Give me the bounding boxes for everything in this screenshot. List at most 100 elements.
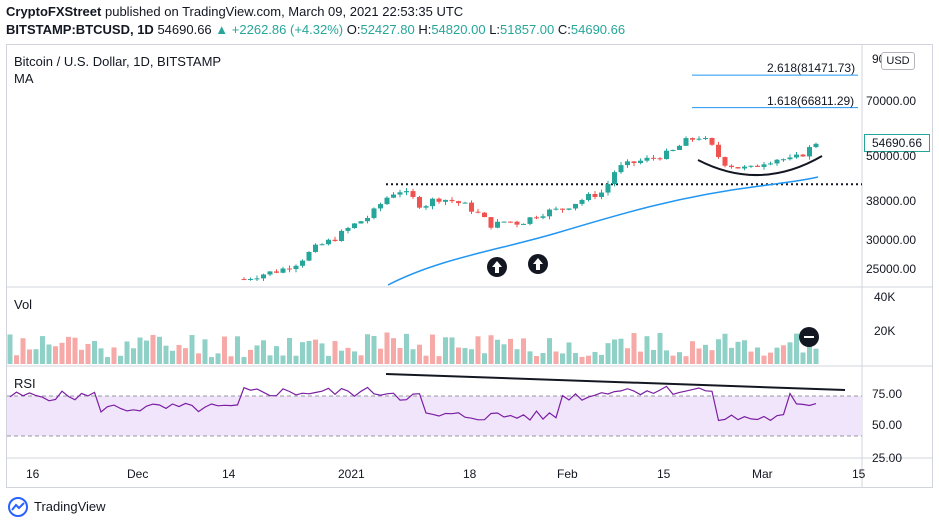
candle-body bbox=[618, 165, 624, 173]
volume-bar bbox=[319, 343, 325, 364]
candle-body bbox=[748, 165, 754, 167]
candle-body bbox=[501, 221, 507, 223]
volume-bar bbox=[306, 341, 312, 364]
candle-body bbox=[781, 159, 786, 161]
volume-bar bbox=[215, 353, 221, 364]
time-axis-label: 18 bbox=[463, 467, 477, 481]
candle-body bbox=[573, 203, 578, 209]
candle-body bbox=[326, 239, 331, 245]
candle-body bbox=[371, 208, 377, 218]
candle-body bbox=[761, 164, 767, 167]
rsi-pane-title[interactable]: RSI bbox=[14, 376, 36, 391]
candle-body bbox=[774, 159, 780, 164]
candle-body bbox=[605, 184, 611, 193]
volume-bar bbox=[248, 349, 253, 364]
volume-bar bbox=[716, 339, 721, 364]
rsi-line bbox=[9, 373, 846, 422]
volume-bar bbox=[274, 346, 279, 364]
volume-bar bbox=[7, 334, 13, 364]
volume-bar bbox=[677, 352, 682, 364]
candle-body bbox=[592, 193, 598, 197]
volume-bar bbox=[748, 351, 754, 364]
volume-pane-title[interactable]: Vol bbox=[14, 297, 33, 312]
minus-circle-icon[interactable] bbox=[799, 327, 819, 347]
up-arrow-icon: ▲ bbox=[215, 22, 229, 37]
rsi-divergence-line bbox=[385, 373, 846, 391]
price-axis-label: 38000.00 bbox=[866, 194, 917, 208]
volume-bar bbox=[46, 344, 52, 364]
volume-bar bbox=[118, 355, 123, 364]
volume-bar bbox=[768, 352, 773, 364]
tradingview-logo-icon bbox=[8, 497, 28, 517]
volume-bar bbox=[560, 353, 565, 364]
candle-body bbox=[488, 217, 494, 228]
publisher-name[interactable]: CryptoFXStreet bbox=[6, 4, 102, 19]
candle-body bbox=[495, 221, 500, 228]
chart-frame[interactable] bbox=[6, 44, 933, 488]
volume-bar bbox=[761, 355, 767, 364]
volume-bar bbox=[781, 345, 786, 364]
candle-body bbox=[742, 166, 747, 169]
publish-text: published on TradingView.com, March 09, … bbox=[104, 4, 464, 19]
volume-bar bbox=[807, 338, 812, 364]
volume-bar bbox=[72, 337, 78, 364]
volume-bar bbox=[235, 336, 240, 364]
volume-bar bbox=[378, 348, 383, 364]
volume-bar bbox=[495, 339, 500, 364]
volume-bar bbox=[618, 338, 624, 364]
volume-bar bbox=[124, 341, 130, 364]
volume-bar bbox=[514, 349, 520, 364]
candle-body bbox=[560, 208, 565, 210]
volume-bar bbox=[703, 344, 708, 364]
candle-body bbox=[508, 221, 513, 223]
volume-bar bbox=[280, 355, 286, 364]
candle-body bbox=[534, 217, 539, 219]
candle-body bbox=[254, 278, 260, 280]
candle-body bbox=[586, 193, 591, 201]
candle-body bbox=[664, 150, 669, 160]
candle-body bbox=[651, 157, 656, 159]
fibonacci-levels bbox=[692, 74, 858, 109]
candle-body bbox=[293, 265, 299, 270]
volume-bar bbox=[553, 351, 559, 364]
high-value: 54820.00 bbox=[431, 22, 486, 37]
candle-body bbox=[482, 212, 487, 218]
volume-bar bbox=[397, 348, 403, 364]
currency-button[interactable]: USD bbox=[881, 52, 915, 70]
candle-body bbox=[430, 198, 435, 207]
candle-body bbox=[521, 223, 526, 225]
symbol-label[interactable]: BITSTAMP:BTCUSD, 1D bbox=[6, 22, 154, 37]
rsi-axis-label: 50.00 bbox=[872, 418, 903, 432]
low-label: L: bbox=[489, 22, 501, 37]
volume-bar bbox=[222, 336, 227, 364]
volume-bar bbox=[527, 351, 533, 364]
last-value: 54690.66 bbox=[157, 22, 212, 37]
volume-bar bbox=[365, 334, 370, 364]
volume-bar bbox=[638, 351, 643, 364]
candle-body bbox=[599, 192, 604, 197]
volume-bar bbox=[586, 355, 591, 364]
rsi-curve bbox=[9, 385, 817, 422]
volume-bar bbox=[137, 337, 143, 364]
candle-body bbox=[313, 244, 318, 252]
rounded-bottom-curve bbox=[697, 155, 823, 176]
time-axis-label: 2021 bbox=[338, 467, 365, 481]
volume-bar bbox=[449, 337, 455, 364]
candle-body bbox=[553, 208, 559, 210]
volume-bar bbox=[352, 351, 357, 364]
tradingview-brand[interactable]: TradingView bbox=[34, 499, 106, 514]
candle-body bbox=[423, 206, 429, 208]
volume-bar bbox=[267, 355, 273, 364]
volume-bar bbox=[547, 338, 552, 364]
volume-bar bbox=[98, 348, 104, 364]
candle-body bbox=[443, 199, 448, 202]
high-label: H: bbox=[418, 22, 432, 37]
volume-bar bbox=[92, 340, 97, 364]
candle-body bbox=[306, 251, 312, 261]
ma-indicator-label[interactable]: MA bbox=[14, 71, 34, 86]
fib-label-2618: 2.618(81471.73) bbox=[767, 61, 856, 75]
volume-bar bbox=[696, 348, 702, 364]
candle-body bbox=[690, 138, 695, 140]
candle-body bbox=[722, 157, 728, 166]
